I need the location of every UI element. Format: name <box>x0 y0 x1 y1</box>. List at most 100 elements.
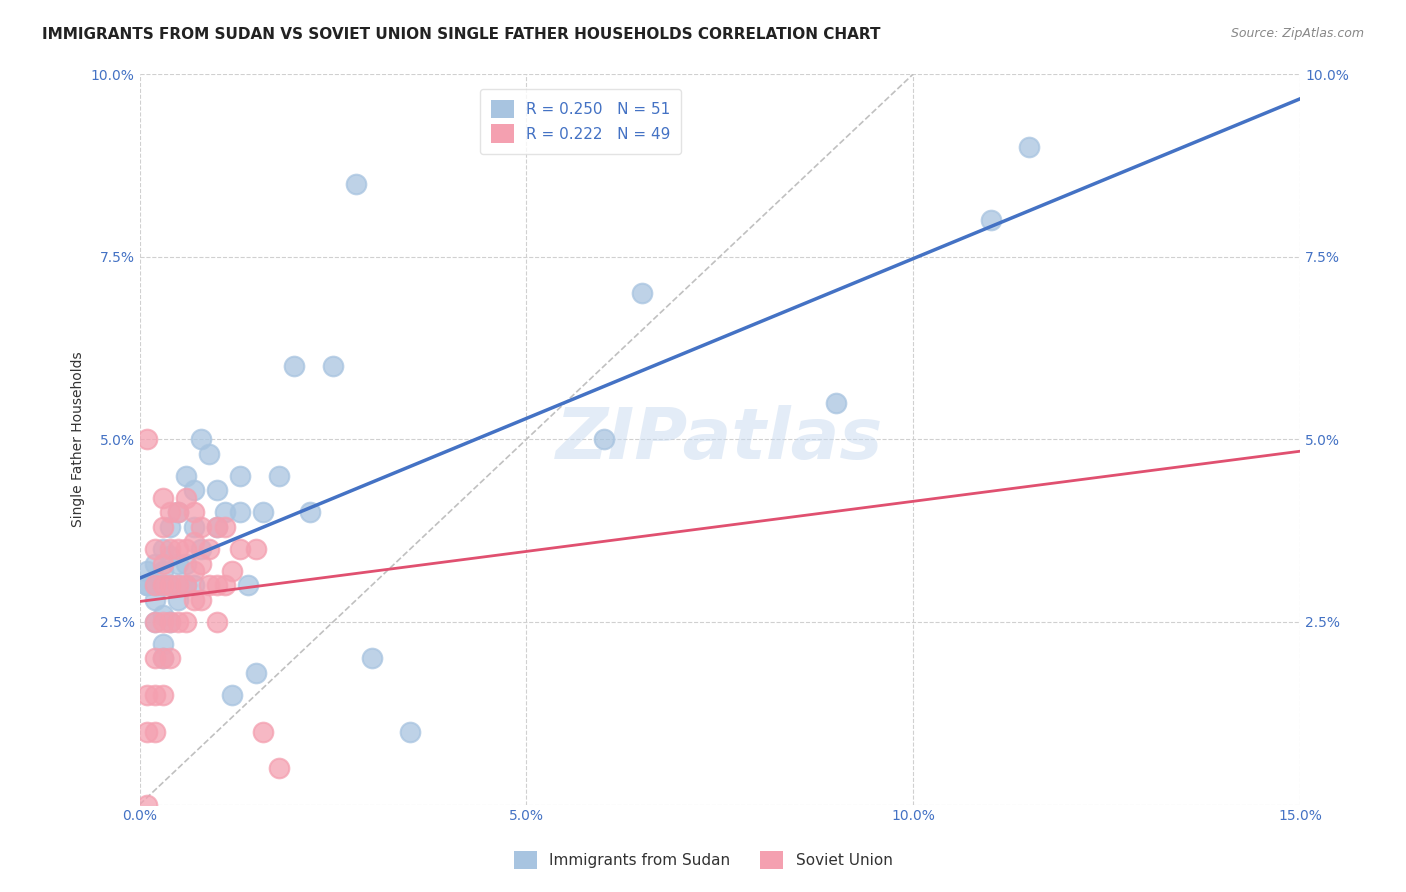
Point <box>190 593 212 607</box>
Point <box>143 651 166 665</box>
Point <box>252 505 274 519</box>
Point <box>252 724 274 739</box>
Point <box>152 615 174 629</box>
Point <box>152 491 174 505</box>
Point <box>631 286 654 301</box>
Point <box>143 688 166 702</box>
Point <box>267 468 290 483</box>
Point <box>174 578 197 592</box>
Point <box>136 578 159 592</box>
Point <box>190 433 212 447</box>
Point <box>229 541 252 556</box>
Point <box>167 578 190 592</box>
Point <box>1018 140 1040 154</box>
Point <box>136 564 159 578</box>
Point <box>183 520 205 534</box>
Point <box>159 615 181 629</box>
Point <box>167 541 190 556</box>
Point <box>152 564 174 578</box>
Point <box>236 578 259 592</box>
Point <box>214 578 236 592</box>
Point <box>167 505 190 519</box>
Point <box>167 505 190 519</box>
Point <box>592 433 614 447</box>
Point <box>183 483 205 498</box>
Point <box>174 557 197 571</box>
Point <box>143 593 166 607</box>
Point <box>174 468 197 483</box>
Point <box>152 541 174 556</box>
Point <box>221 688 243 702</box>
Point <box>167 593 190 607</box>
Point <box>152 557 174 571</box>
Point <box>183 564 205 578</box>
Point <box>229 505 252 519</box>
Point <box>190 541 212 556</box>
Legend: Immigrants from Sudan, Soviet Union: Immigrants from Sudan, Soviet Union <box>508 845 898 875</box>
Point <box>152 578 174 592</box>
Point <box>174 578 197 592</box>
Point <box>143 578 166 592</box>
Point <box>298 505 321 519</box>
Point <box>143 578 166 592</box>
Point <box>344 177 367 191</box>
Point <box>205 615 228 629</box>
Point <box>245 666 267 681</box>
Point <box>205 520 228 534</box>
Point <box>136 578 159 592</box>
Point <box>152 637 174 651</box>
Point <box>229 468 252 483</box>
Point <box>205 483 228 498</box>
Point <box>143 724 166 739</box>
Point <box>245 541 267 556</box>
Point <box>152 651 174 665</box>
Point <box>136 724 159 739</box>
Point <box>174 491 197 505</box>
Point <box>159 615 181 629</box>
Point <box>136 797 159 812</box>
Point <box>283 359 305 374</box>
Point <box>183 578 205 592</box>
Point <box>167 615 190 629</box>
Point <box>205 520 228 534</box>
Legend: R = 0.250   N = 51, R = 0.222   N = 49: R = 0.250 N = 51, R = 0.222 N = 49 <box>479 89 681 153</box>
Point <box>221 564 243 578</box>
Point <box>205 578 228 592</box>
Point <box>980 213 1002 227</box>
Point <box>360 651 382 665</box>
Point <box>214 505 236 519</box>
Point <box>174 541 197 556</box>
Point <box>143 541 166 556</box>
Text: Source: ZipAtlas.com: Source: ZipAtlas.com <box>1230 27 1364 40</box>
Point <box>159 549 181 564</box>
Point <box>183 534 205 549</box>
Point <box>198 578 221 592</box>
Point <box>143 615 166 629</box>
Point <box>198 447 221 461</box>
Point <box>136 433 159 447</box>
Point <box>183 593 205 607</box>
Text: IMMIGRANTS FROM SUDAN VS SOVIET UNION SINGLE FATHER HOUSEHOLDS CORRELATION CHART: IMMIGRANTS FROM SUDAN VS SOVIET UNION SI… <box>42 27 880 42</box>
Point <box>190 520 212 534</box>
Point <box>143 557 166 571</box>
Point <box>136 688 159 702</box>
Point <box>152 688 174 702</box>
Point <box>159 578 181 592</box>
Point <box>152 607 174 622</box>
Point <box>167 578 190 592</box>
Point <box>174 615 197 629</box>
Point <box>152 578 174 592</box>
Point <box>159 541 181 556</box>
Point <box>159 520 181 534</box>
Point <box>190 557 212 571</box>
Point <box>152 651 174 665</box>
Point <box>399 724 422 739</box>
Point <box>198 541 221 556</box>
Point <box>824 396 846 410</box>
Point <box>267 761 290 775</box>
Y-axis label: Single Father Households: Single Father Households <box>72 351 86 527</box>
Point <box>214 520 236 534</box>
Point <box>143 615 166 629</box>
Point <box>183 505 205 519</box>
Point <box>159 651 181 665</box>
